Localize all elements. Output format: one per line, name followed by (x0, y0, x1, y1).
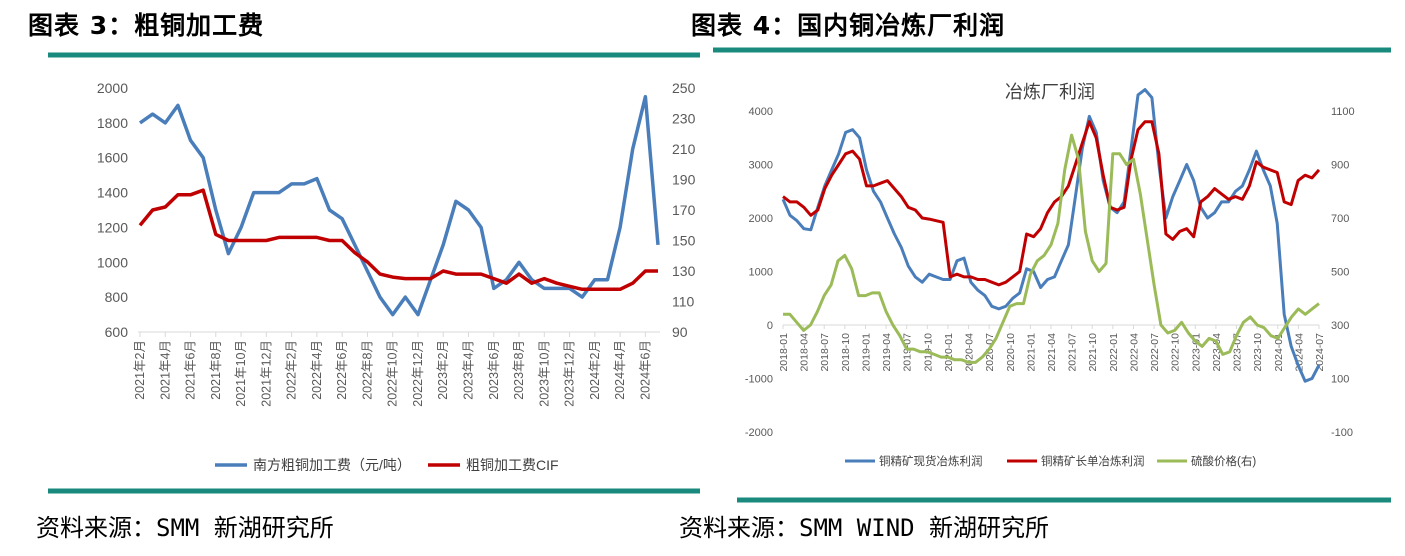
y-right-tick-label: 150 (672, 233, 696, 249)
legend-label-2: 粗铜加工费CIF (466, 457, 559, 473)
x-tick-label: 2024-07 (1314, 333, 1326, 372)
y-left-tick-label: 1600 (97, 150, 128, 166)
y-right-tick-label: 190 (672, 172, 696, 188)
x-tick-label: 2022年10月 (386, 340, 400, 407)
x-tick-label: 2024年4月 (613, 340, 627, 400)
y-left-tick-label: 600 (105, 324, 129, 340)
x-tick-label: 2023年4月 (461, 340, 475, 400)
y-right-tick-label: 170 (672, 202, 696, 218)
x-tick-label: 2023年8月 (512, 340, 526, 400)
legend-label-1: 铜精矿现货冶炼利润 (879, 454, 983, 468)
legend-label-2: 铜精矿长单冶炼利润 (1041, 454, 1145, 468)
copper-processing-fee-chart: 600 800 1000 1200 1400 1600 1800 2000 90 110 130 15… (48, 52, 700, 494)
x-tick-label: 2021年2月 (133, 340, 147, 400)
x-tick-label: 2022-07 (1149, 333, 1161, 372)
x-tick-label: 2021年10月 (234, 340, 248, 407)
x-tick-label: 2019-07 (902, 333, 914, 372)
y-right-tick-label: 210 (672, 141, 696, 157)
x-tick-label: 2024年2月 (588, 340, 602, 400)
chart-inner-title: 冶炼厂利润 (1005, 82, 1095, 102)
y-right-tick-label: 110 (672, 294, 695, 310)
right-figure-title: 图表 4：国内铜冶炼厂利润 (691, 11, 1006, 40)
x-tick-label: 2022年4月 (310, 340, 324, 400)
x-tick-label: 2022年8月 (360, 340, 374, 400)
series-line-2 (138, 188, 658, 292)
y-left-tick-label: -1000 (745, 374, 773, 386)
y-left-tick-label: 800 (105, 289, 129, 305)
x-tick-label: 2021年6月 (184, 340, 198, 400)
y-right-tick-label: 250 (672, 80, 696, 96)
y-left-tick-label: -2000 (745, 427, 773, 439)
x-tick-label: 2020-10 (1005, 333, 1017, 372)
y-left-tick-label: 1400 (97, 185, 128, 201)
y-left-tick-label: 1000 (749, 267, 773, 279)
x-tick-label: 2023-10 (1252, 333, 1264, 372)
x-tick-label: 2023年6月 (487, 340, 501, 400)
y-right-tick-label: 100 (1331, 374, 1349, 386)
x-tick-label: 2022-04 (1128, 333, 1140, 372)
x-tick-label: 2024-01 (1273, 333, 1285, 372)
y-left-tick-label: 1200 (97, 219, 128, 235)
legend-label-3: 硫酸价格(右) (1191, 454, 1256, 468)
y-right-tick-label: 90 (672, 324, 688, 340)
smelter-profit-chart: 冶炼厂利润 -2000 -1000 0 1000 2000 3000 4000 -100 100 3… (713, 47, 1391, 503)
x-tick-label: 2023-07 (1232, 333, 1244, 372)
x-tick-label: 2018-10 (840, 333, 852, 372)
x-tick-label: 2018-07 (819, 333, 831, 372)
x-tick-label: 2024年6月 (638, 340, 652, 400)
y-right-tick-label: 230 (672, 111, 696, 127)
y-left-tick-label: 1800 (97, 115, 128, 131)
series-line-1 (138, 94, 660, 317)
left-figure-title: 图表 3：粗铜加工费 (28, 11, 265, 40)
x-tick-label: 2018-01 (778, 333, 790, 372)
y-right-tick-label: 300 (1331, 320, 1349, 332)
x-tick-label: 2023年2月 (436, 340, 450, 400)
y-left-tick-label: 0 (767, 320, 773, 332)
y-left-tick-label: 2000 (749, 213, 773, 225)
x-tick-label: 2022年2月 (285, 340, 299, 400)
y-right-tick-label: 130 (672, 263, 696, 279)
y-left-tick-label: 1000 (97, 254, 128, 270)
series-line-2 (782, 120, 1321, 287)
y-left-tick-label: 4000 (749, 106, 773, 118)
y-right-tick-label: 900 (1331, 160, 1349, 172)
x-tick-label: 2021-04 (1046, 333, 1058, 372)
x-tick-label: 2021年4月 (158, 340, 172, 400)
left-source-note: 资料来源：SMM 新湖研究所 (36, 514, 334, 542)
x-tick-label: 2022-01 (1108, 333, 1120, 372)
x-tick-label: 2021-10 (1087, 333, 1099, 372)
x-tick-label: 2021-07 (1067, 333, 1079, 372)
x-tick-label: 2021-01 (1025, 333, 1037, 372)
x-tick-label: 2023年10月 (537, 340, 551, 407)
y-left-tick-label: 2000 (97, 80, 128, 96)
y-left-tick-label: 3000 (749, 160, 773, 172)
x-tick-label: 2023-04 (1211, 333, 1223, 372)
x-tick-label: 2019-01 (860, 333, 872, 372)
x-tick-label: 2019-04 (881, 333, 893, 372)
right-figure-panel: 图表 4：国内铜冶炼厂利润 冶炼厂利润 -2000 -1000 0 1000 2000 30… (679, 0, 1405, 556)
y-right-tick-label: -100 (1331, 427, 1353, 439)
right-source-note: 资料来源：SMM WIND 新湖研究所 (679, 514, 1050, 542)
y-right-tick-label: 700 (1331, 213, 1349, 225)
x-tick-label: 2022年6月 (335, 340, 349, 400)
x-tick-label: 2023年12月 (563, 340, 577, 407)
x-tick-label: 2020-01 (943, 333, 955, 372)
x-tick-label: 2020-04 (964, 333, 976, 372)
x-tick-label: 2021年8月 (209, 340, 223, 400)
x-tick-label: 2018-04 (799, 333, 811, 372)
x-tick-label: 2022-10 (1170, 333, 1182, 372)
left-figure-panel: 图表 3：粗铜加工费 600 800 1000 1200 1400 1600 1800 200… (28, 11, 700, 542)
y-right-tick-label: 500 (1331, 267, 1349, 279)
x-tick-label: 2021年12月 (259, 340, 273, 407)
legend-label-1: 南方粗铜加工费（元/吨） (253, 457, 411, 473)
y-right-tick-label: 1100 (1331, 106, 1355, 118)
series-line-3 (783, 133, 1320, 364)
x-tick-label: 2022年12月 (411, 340, 425, 407)
